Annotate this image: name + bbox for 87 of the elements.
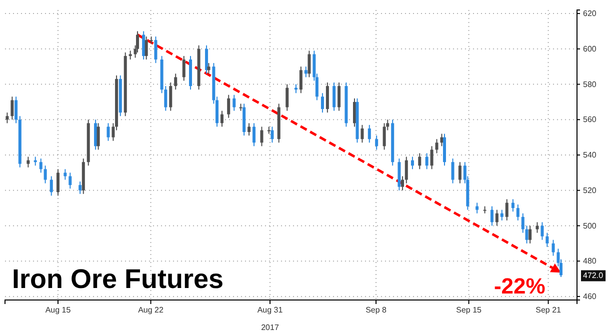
candlestick xyxy=(50,176,53,196)
candlestick xyxy=(64,168,67,180)
candlestick xyxy=(528,225,532,244)
candlestick xyxy=(14,96,18,124)
candlestick xyxy=(144,36,148,60)
candlestick xyxy=(382,122,386,150)
candlestick xyxy=(418,152,422,170)
y-tick-label: 600 xyxy=(583,44,597,54)
candlestick xyxy=(525,225,528,244)
x-tick-label: Sep 21 xyxy=(536,306,562,315)
candlestick xyxy=(220,110,224,128)
x-tick-label: Sep 15 xyxy=(456,306,482,315)
candlestick xyxy=(205,44,208,74)
candlestick xyxy=(6,112,9,124)
candlestick xyxy=(174,73,178,90)
x-tick-label: Aug 15 xyxy=(45,306,72,315)
candlestick xyxy=(94,119,98,150)
candlestick xyxy=(154,36,158,64)
candlestick xyxy=(458,162,462,184)
candlestick xyxy=(44,165,47,184)
candlestick xyxy=(451,158,454,184)
candlestick xyxy=(536,222,539,234)
candlestick xyxy=(360,124,364,144)
candlestick xyxy=(552,239,555,256)
candlestick xyxy=(511,198,514,212)
candlestick xyxy=(546,232,549,248)
candlestick xyxy=(56,168,60,196)
candlestick xyxy=(207,62,210,74)
candlestick xyxy=(320,92,324,114)
candlestick xyxy=(10,96,14,120)
candlestick xyxy=(332,82,336,112)
candlestick xyxy=(169,82,172,112)
candlestick xyxy=(338,82,341,112)
candlestick xyxy=(286,84,289,112)
text: 472.0 xyxy=(583,271,604,280)
candlestick xyxy=(299,66,302,94)
candlestick xyxy=(440,133,444,147)
candlestick xyxy=(476,202,479,214)
candlestick xyxy=(182,55,186,82)
x-tick-label: Aug 22 xyxy=(138,306,164,315)
y-tick-label: 460 xyxy=(583,292,597,302)
candlestick xyxy=(410,156,414,170)
candlestick xyxy=(252,122,256,147)
x-tick-label: Aug 31 xyxy=(257,306,284,315)
candlestick xyxy=(270,126,274,144)
candlestick xyxy=(404,156,408,184)
candlestick xyxy=(248,122,251,136)
annotation: -22% xyxy=(494,274,546,299)
candlestick xyxy=(375,135,378,150)
candlestick xyxy=(430,146,434,170)
candlestick xyxy=(106,122,110,142)
x-tick-label: Sep 8 xyxy=(366,306,388,315)
candlestick xyxy=(352,98,356,128)
candlestick xyxy=(142,30,146,60)
y-tick-label: 520 xyxy=(583,186,597,195)
candlestick xyxy=(68,172,72,190)
y-tick-label: 540 xyxy=(583,150,597,160)
candlestick xyxy=(500,209,504,221)
candlestick xyxy=(308,50,311,78)
y-tick-label: 560 xyxy=(583,115,597,124)
y-tick-label: 500 xyxy=(583,221,597,230)
candlestick xyxy=(260,126,264,147)
candlestick xyxy=(304,66,308,78)
candlestick xyxy=(401,176,404,191)
candlestick xyxy=(521,212,524,234)
candlestick xyxy=(239,103,242,112)
candlestick xyxy=(490,206,494,226)
x-axis-title: 2017 xyxy=(261,323,280,332)
candlestick xyxy=(495,209,498,226)
candlestick xyxy=(435,138,438,154)
candlestick xyxy=(39,158,42,174)
candlestick xyxy=(227,94,230,118)
text: Iron Ore Futures xyxy=(12,264,224,294)
candlestick xyxy=(96,122,100,150)
y-tick-label: 580 xyxy=(583,80,597,89)
candlestick xyxy=(540,222,544,240)
candlestick xyxy=(267,126,270,134)
y-tick-label: 480 xyxy=(583,256,597,266)
candlestick xyxy=(78,181,82,194)
candlestick xyxy=(26,156,30,168)
y-tick-label: 620 xyxy=(583,9,597,18)
candlestick xyxy=(425,152,428,170)
candlestick xyxy=(232,94,236,112)
candlestick xyxy=(326,82,329,114)
candlestick xyxy=(516,204,520,221)
candlestick xyxy=(505,198,508,221)
candlestick xyxy=(368,124,371,144)
